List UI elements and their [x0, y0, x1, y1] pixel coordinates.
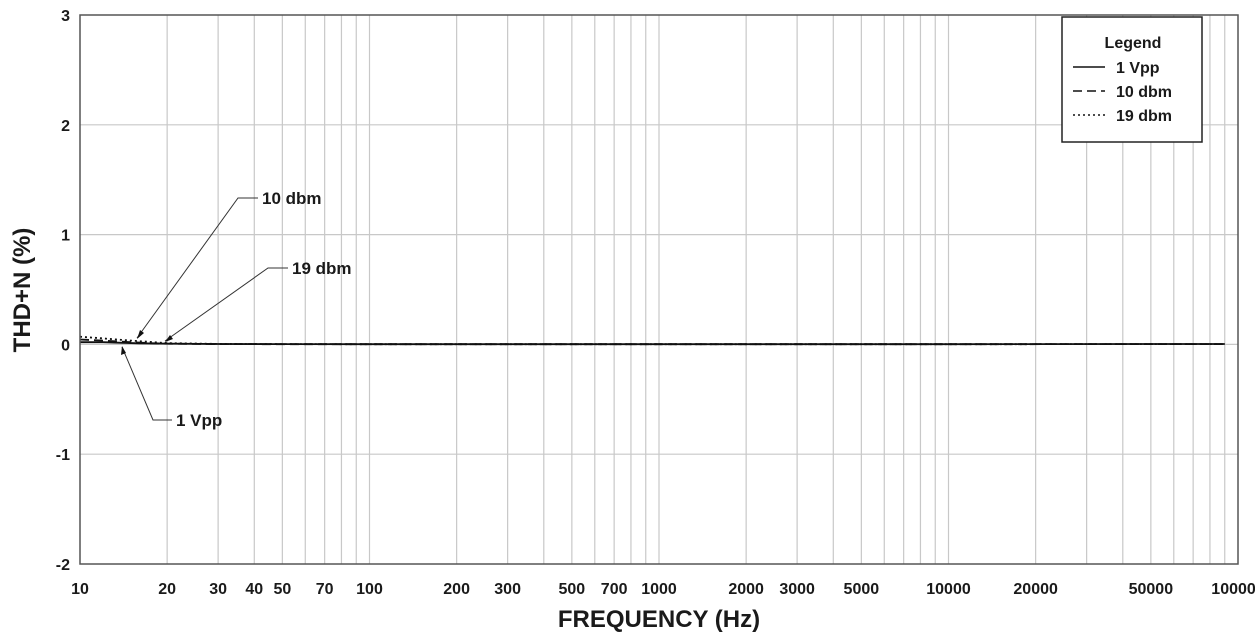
- x-tick-label: 100: [356, 581, 383, 598]
- y-axis-title: THD+N (%): [9, 228, 36, 353]
- annotation-arrow-1-vpp: [121, 346, 126, 355]
- y-tick-label: 0: [61, 337, 70, 354]
- x-axis-title: FREQUENCY (Hz): [558, 606, 760, 633]
- legend-entry-1-vpp: 1 Vpp: [1116, 60, 1160, 77]
- annotation-leader-10-dbm: [136, 197, 258, 339]
- annotations: 10 dbm 19 dbm 1 Vpp: [121, 189, 352, 430]
- y-axis-tick-labels: 3 2 1 0 -1 -2: [56, 8, 70, 574]
- legend-box: [1061, 16, 1203, 143]
- x-tick-label: 50: [273, 581, 291, 598]
- x-tick-label: 200: [443, 581, 470, 598]
- x-tick-label: 40: [245, 581, 263, 598]
- x-tick-label: 20000: [1013, 581, 1058, 598]
- x-tick-label: 300: [494, 581, 521, 598]
- x-tick-label: 100000: [1211, 581, 1255, 598]
- annotation-leader-1-vpp: [121, 346, 172, 421]
- annotation-label-10-dbm: 10 dbm: [262, 189, 322, 208]
- x-tick-label: 500: [559, 581, 586, 598]
- series-lines: [79, 335, 1225, 346]
- x-tick-label: 30: [209, 581, 227, 598]
- legend-title: Legend: [1105, 35, 1162, 52]
- legend-entry-19-dbm: 19 dbm: [1116, 108, 1172, 125]
- y-tick-label: 1: [61, 228, 70, 245]
- x-tick-label: 20: [158, 581, 176, 598]
- legend: Legend 1 Vpp 10 dbm 19 dbm: [1061, 16, 1203, 143]
- annotation-label-1-vpp: 1 Vpp: [176, 411, 222, 430]
- annotation-leader-19-dbm: [164, 267, 288, 342]
- x-axis-tick-labels: 10 20 30 40 50 70 100 200 300 500 700 1000 2000 3000 5…: [71, 581, 1255, 598]
- series-line-19-dbm: [79, 335, 1225, 346]
- y-tick-label: 2: [61, 118, 70, 135]
- legend-entry-10-dbm: 10 dbm: [1116, 84, 1172, 101]
- x-tick-label: 1000: [641, 581, 677, 598]
- plot-frame: [79, 14, 1239, 565]
- x-tick-label: 3000: [779, 581, 815, 598]
- x-tick-label: 700: [601, 581, 628, 598]
- x-tick-label: 5000: [844, 581, 880, 598]
- y-tick-label: -1: [56, 447, 70, 464]
- x-tick-label: 2000: [728, 581, 764, 598]
- annotation-arrow-19-dbm: [165, 335, 173, 342]
- x-tick-label: 70: [316, 581, 334, 598]
- x-tick-label: 10: [71, 581, 89, 598]
- y-tick-label: 3: [61, 8, 70, 25]
- x-tick-label: 10000: [926, 581, 971, 598]
- annotation-arrow-10-dbm: [137, 330, 144, 339]
- annotation-label-19-dbm: 19 dbm: [292, 259, 352, 278]
- y-tick-label: -2: [56, 557, 70, 574]
- x-tick-label: 50000: [1129, 581, 1174, 598]
